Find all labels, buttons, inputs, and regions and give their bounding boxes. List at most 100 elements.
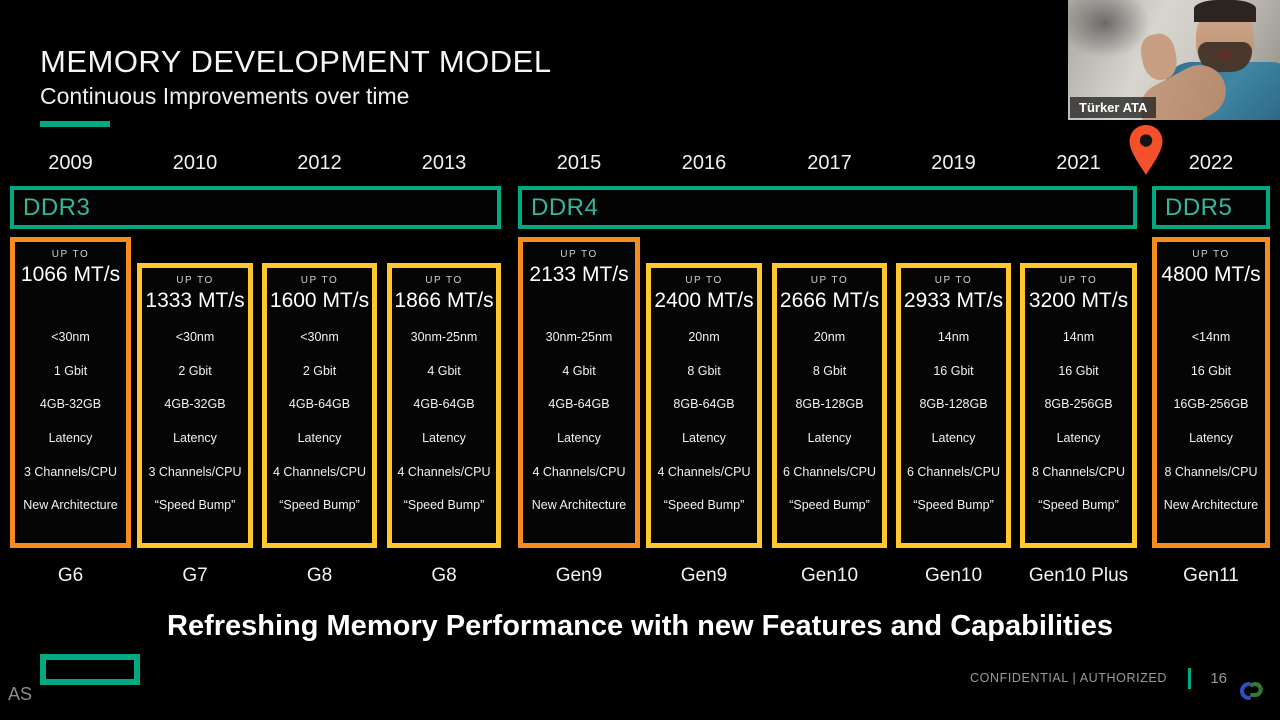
hpe-logo bbox=[40, 654, 140, 685]
year-label-2010: 2010 bbox=[172, 152, 218, 174]
spec-line: 6 Channels/CPU bbox=[906, 464, 1001, 479]
generation-bar-ddr3: DDR3 bbox=[10, 186, 501, 229]
speed-value: 2400 MT/s bbox=[654, 289, 754, 312]
up-to-label: UP TO bbox=[300, 275, 339, 286]
up-to-label: UP TO bbox=[1192, 249, 1230, 260]
server-gen-label: G8 bbox=[306, 565, 333, 586]
year-label-2021: 2021 bbox=[1056, 152, 1101, 174]
slide-tagline: Refreshing Memory Performance with new F… bbox=[167, 610, 1113, 642]
spec-line: 20nm bbox=[688, 330, 720, 345]
presenter-initials: AS bbox=[8, 684, 33, 704]
spec-line: 8 Channels/CPU bbox=[1031, 464, 1126, 479]
server-gen-label: Gen10 bbox=[924, 565, 983, 586]
spec-line: 2 Gbit bbox=[178, 363, 212, 378]
year-label-2009: 2009 bbox=[48, 152, 93, 174]
participant-mouth bbox=[1216, 50, 1234, 59]
memory-spec-card-2017: UP TO 2666 MT/s 20nm 8 Gbit 8GB-128GB Latency… bbox=[772, 263, 887, 548]
spec-line: 4 Channels/CPU bbox=[657, 464, 751, 479]
spec-line: <30nm bbox=[300, 330, 339, 345]
spec-line: 4GB-32GB bbox=[39, 397, 102, 412]
app-logo-icon bbox=[1240, 682, 1263, 700]
spec-line: <14nm bbox=[1191, 330, 1231, 345]
server-gen-label: Gen10 Plus bbox=[1028, 565, 1129, 586]
year-label-2012: 2012 bbox=[297, 152, 342, 174]
generation-bar-ddr5: DDR5 bbox=[1152, 186, 1270, 229]
server-gen-label: Gen10 bbox=[800, 565, 859, 586]
up-to-label: UP TO bbox=[1059, 275, 1098, 286]
spec-line: 16 Gbit bbox=[1190, 363, 1232, 378]
footer-separator bbox=[1188, 668, 1191, 689]
up-to-label: UP TO bbox=[560, 249, 598, 260]
year-label-2013: 2013 bbox=[421, 152, 467, 174]
spec-line: Latency bbox=[807, 431, 852, 446]
spec-line: Latency bbox=[931, 431, 976, 446]
year-label-2022: 2022 bbox=[1188, 152, 1234, 174]
memory-spec-card-2016: UP TO 2400 MT/s 20nm 8 Gbit 8GB-64GB Latency 4… bbox=[646, 263, 762, 548]
spec-line: Latency bbox=[1056, 431, 1101, 446]
server-gen-label: Gen9 bbox=[555, 565, 603, 586]
spec-line: 8 Gbit bbox=[687, 363, 721, 378]
spec-line: 3 Channels/CPU bbox=[148, 464, 242, 479]
spec-line: 14nm bbox=[937, 330, 970, 345]
page-subtitle: Continuous Improvements over time bbox=[40, 83, 410, 109]
up-to-label: UP TO bbox=[176, 275, 214, 286]
spec-line: New Architecture bbox=[1163, 498, 1259, 513]
spec-line: “Speed Bump” bbox=[403, 498, 485, 513]
spec-line: 4GB-32GB bbox=[164, 397, 226, 412]
participant-name-label: Türker ATA bbox=[1070, 97, 1157, 118]
spec-line: Latency bbox=[48, 431, 93, 446]
title-accent-rule bbox=[40, 121, 110, 127]
memory-spec-card-2022: UP TO 4800 MT/s <14nm 16 Gbit 16GB-256GB Late… bbox=[1152, 237, 1270, 548]
generation-bar-label: DDR4 bbox=[531, 193, 599, 221]
spec-line: Latency bbox=[557, 431, 601, 446]
memory-spec-card-2010: UP TO 1333 MT/s <30nm 2 Gbit 4GB-32GB Latency… bbox=[137, 263, 253, 548]
spec-line: 4GB-64GB bbox=[413, 397, 475, 412]
spec-line: 2 Gbit bbox=[302, 363, 337, 378]
spec-line: 8 Channels/CPU bbox=[1164, 464, 1258, 479]
spec-line: “Speed Bump” bbox=[913, 498, 994, 513]
speed-value: 2666 MT/s bbox=[779, 289, 880, 312]
speed-value: 1066 MT/s bbox=[20, 263, 121, 286]
server-gen-label: G6 bbox=[57, 565, 84, 586]
generation-bar-label: DDR5 bbox=[1165, 193, 1233, 221]
server-gen-label: G8 bbox=[431, 565, 457, 586]
speed-value: 2133 MT/s bbox=[529, 263, 629, 286]
spec-line: 4GB-64GB bbox=[548, 397, 610, 412]
spec-line: Latency bbox=[297, 431, 342, 446]
server-gen-label: Gen11 bbox=[1183, 565, 1239, 586]
spec-line: “Speed Bump” bbox=[789, 498, 870, 513]
spec-line: “Speed Bump” bbox=[663, 498, 745, 513]
location-pin-icon bbox=[1129, 125, 1163, 175]
spec-line: Latency bbox=[422, 431, 466, 446]
speed-value: 1866 MT/s bbox=[394, 289, 494, 312]
server-gen-label: Gen9 bbox=[680, 565, 728, 586]
memory-spec-card-2021: UP TO 3200 MT/s 14nm 16 Gbit 8GB-256GB Latenc… bbox=[1020, 263, 1137, 548]
spec-line: 4 Channels/CPU bbox=[397, 464, 491, 479]
spec-line: 14nm bbox=[1062, 330, 1095, 345]
spec-line: Latency bbox=[682, 431, 726, 446]
spec-line: 4GB-64GB bbox=[288, 397, 351, 412]
up-to-label: UP TO bbox=[810, 275, 849, 286]
spec-line: 16 Gbit bbox=[933, 363, 974, 378]
spec-line: New Architecture bbox=[23, 498, 118, 513]
participant-hair bbox=[1194, 0, 1256, 22]
up-to-label: UP TO bbox=[934, 275, 973, 286]
spec-line: <30nm bbox=[175, 330, 215, 345]
spec-line: New Architecture bbox=[531, 498, 627, 513]
speed-value: 4800 MT/s bbox=[1161, 263, 1261, 286]
spec-line: 4 Gbit bbox=[427, 363, 461, 378]
webcam-background bbox=[1068, 0, 1150, 58]
page-number: 16 bbox=[1210, 670, 1227, 687]
spec-line: Latency bbox=[1189, 431, 1233, 446]
server-gen-label: G7 bbox=[182, 565, 208, 586]
spec-line: 1 Gbit bbox=[53, 363, 88, 378]
year-label-2017: 2017 bbox=[807, 152, 852, 174]
webcam-video-tile[interactable]: Türker ATA bbox=[1068, 0, 1280, 120]
page-title: MEMORY DEVELOPMENT MODEL bbox=[40, 44, 552, 79]
speed-value: 1600 MT/s bbox=[269, 289, 370, 312]
spec-line: 6 Channels/CPU bbox=[782, 464, 877, 479]
year-label-2015: 2015 bbox=[556, 152, 602, 174]
generation-bar-ddr4: DDR4 bbox=[518, 186, 1137, 229]
memory-spec-card-2015: UP TO 2133 MT/s 30nm-25nm 4 Gbit 4GB-64GB Lat… bbox=[518, 237, 640, 548]
spec-line: 4 Channels/CPU bbox=[532, 464, 626, 479]
